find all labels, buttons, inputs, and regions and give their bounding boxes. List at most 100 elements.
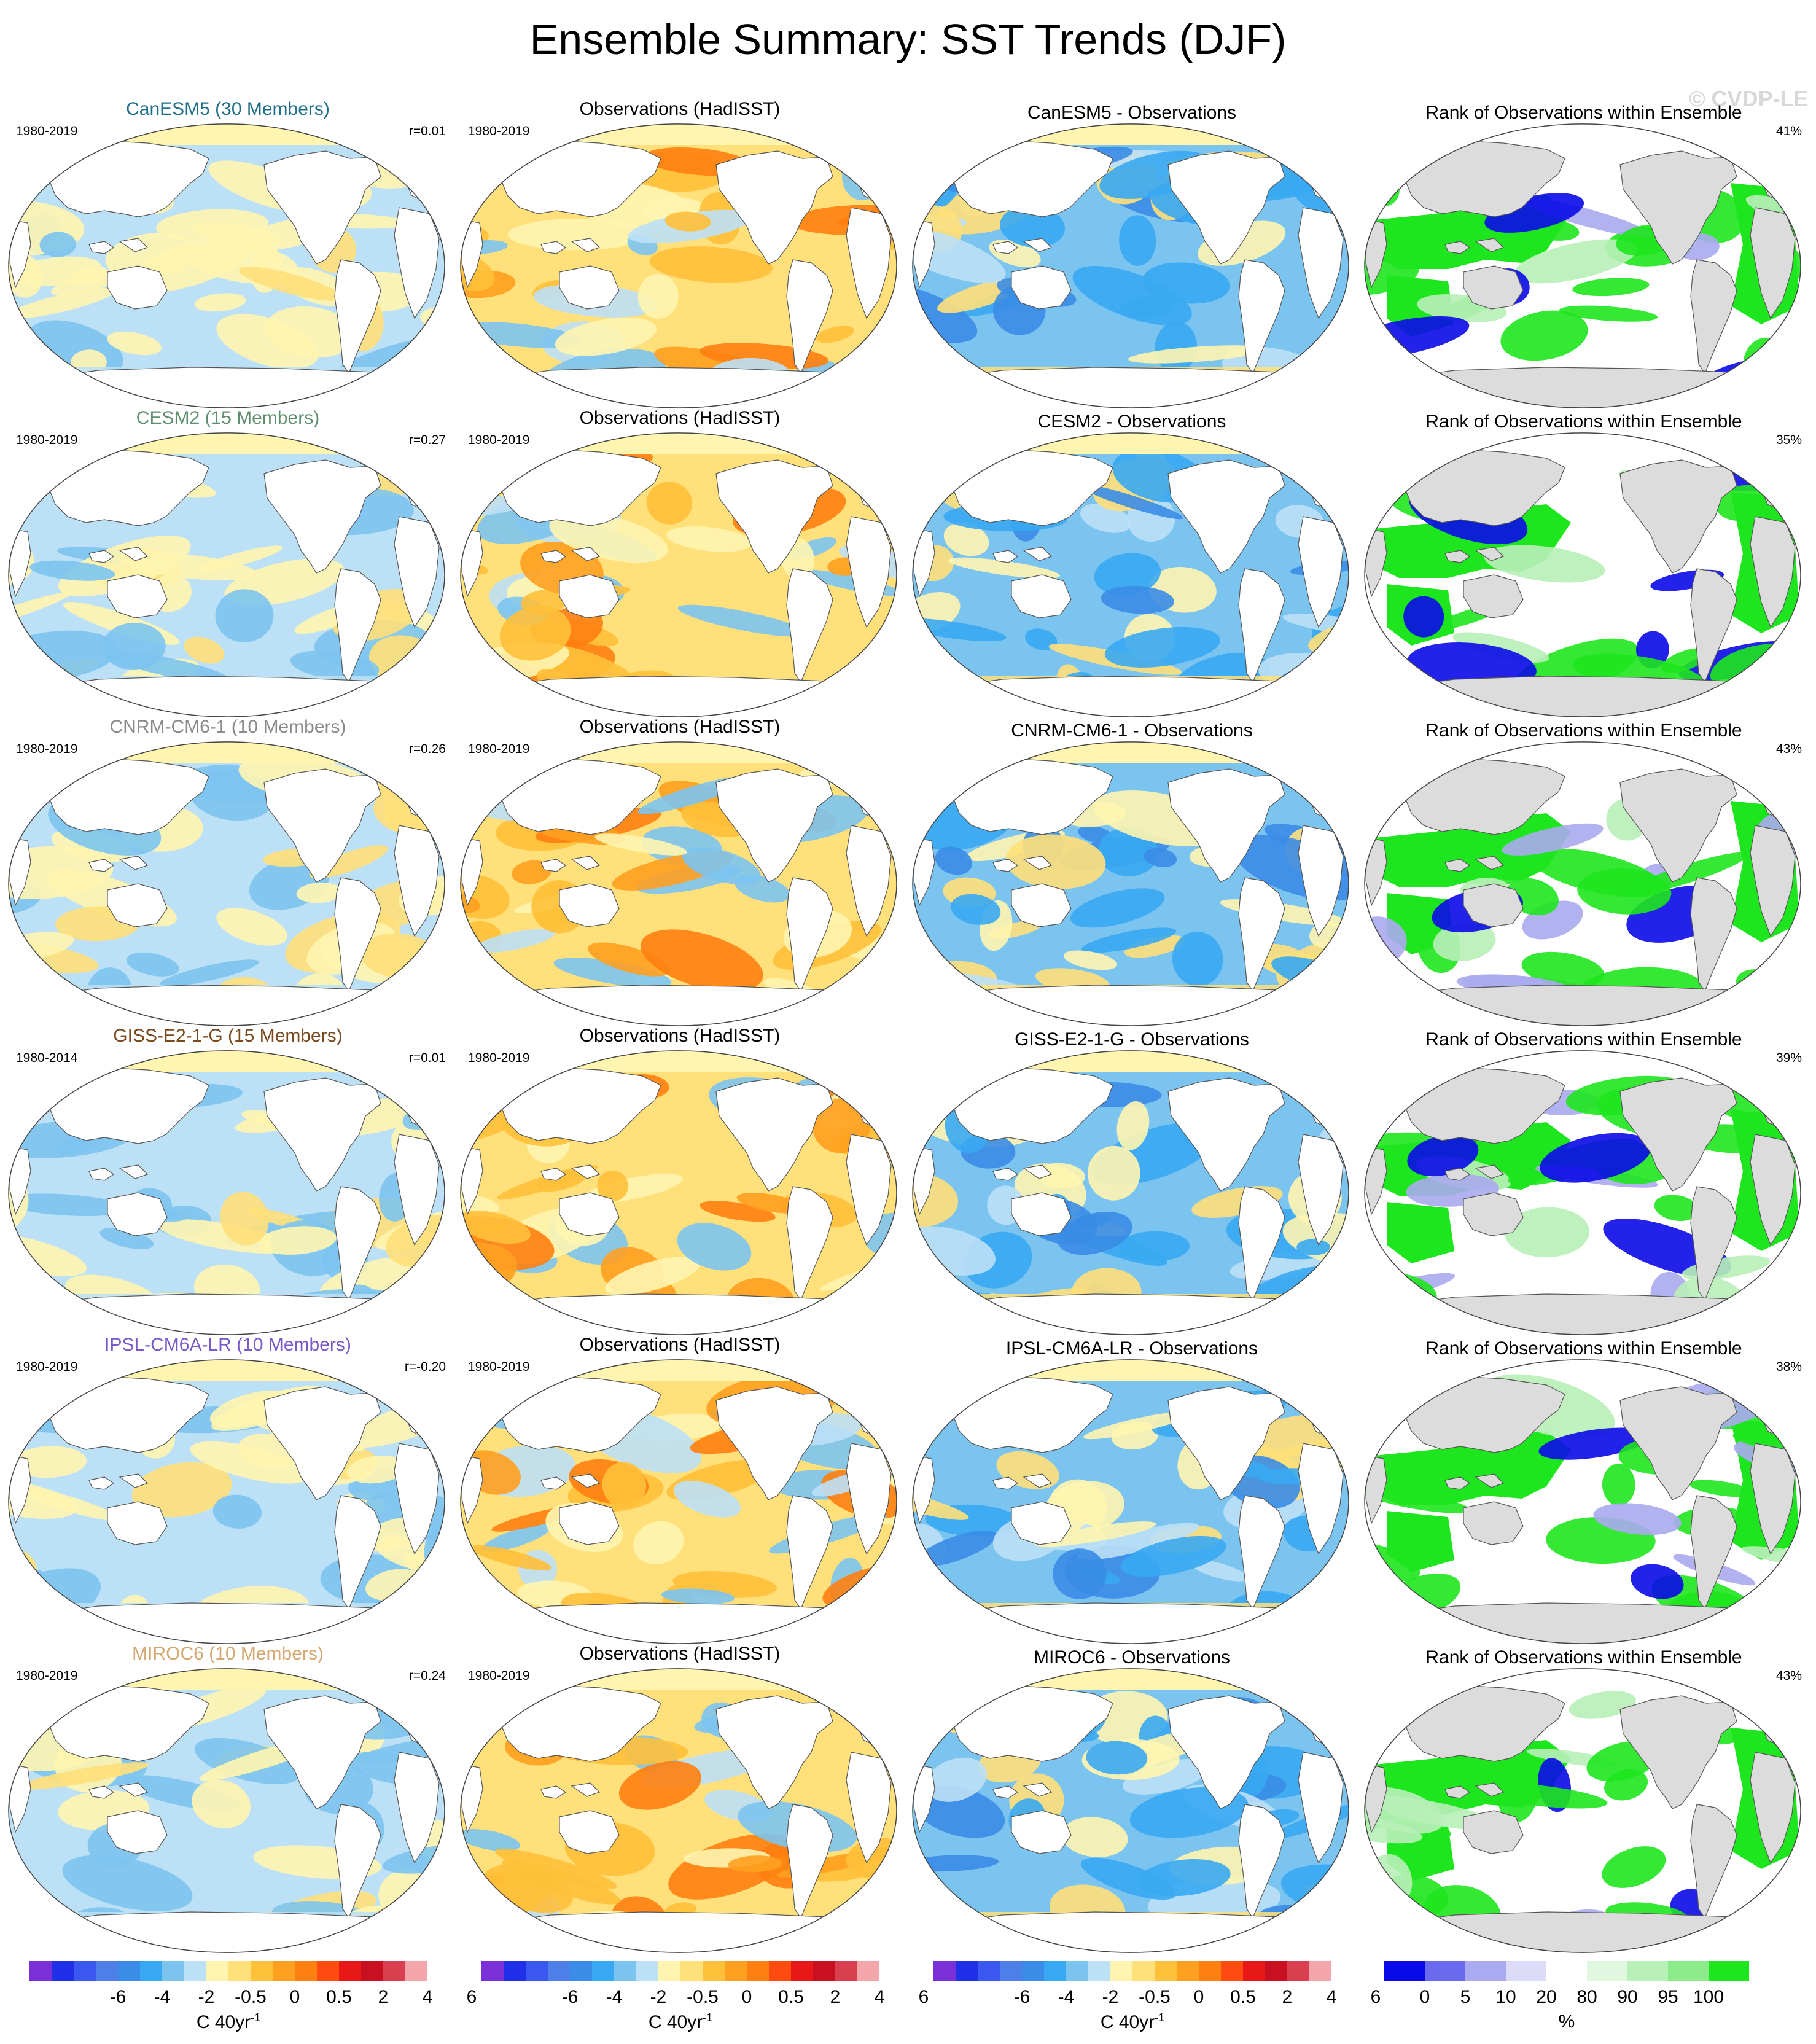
map-model: [8, 1668, 445, 1953]
colorbar-swatch: [481, 1961, 504, 1981]
colorbar-units-exponent: -1: [251, 2011, 261, 2024]
map-obs: [460, 432, 897, 717]
colorbar-swatch: [1425, 1961, 1465, 1981]
map-diff: [912, 1359, 1349, 1644]
diff-panel-title: GISS-E2-1-G - Observations: [1015, 1029, 1249, 1050]
colorbar-tick-label: -4: [1058, 1987, 1075, 2007]
colorbar-units-text: C 40yr: [1100, 2012, 1155, 2032]
panel-miroc6-obs: Observations (HadISST) 1980-2019: [456, 1643, 904, 1953]
map-rank: [1364, 741, 1801, 1026]
colorbar-tick-label: 5: [1460, 1987, 1471, 2007]
colorbar-swatch: [295, 1961, 317, 1981]
colorbar-tick-label: 6: [1370, 1987, 1381, 2007]
colorbar-swatch: [52, 1961, 74, 1981]
panel-cnrm-cm6-1-model: CNRM-CM6-1 (10 Members) 1980-2019 r=0.26: [4, 716, 452, 1026]
period-label: 1980-2019: [468, 1360, 530, 1374]
panel-canesm5-model: CanESM5 (30 Members) 1980-2019 r=0.01: [4, 98, 452, 408]
period-label: 1980-2019: [468, 742, 530, 756]
panel-ipsl-cm6a-lr-obs: Observations (HadISST) 1980-2019: [456, 1334, 904, 1644]
diff-panel-title: CNRM-CM6-1 - Observations: [1011, 720, 1253, 741]
rank-panel-title: Rank of Observations within Ensemble: [1425, 103, 1742, 123]
colorbar-tick-label: -2: [650, 1987, 667, 2007]
colorbar-swatch: [383, 1961, 405, 1981]
panel-miroc6-rank: Rank of Observations within Ensemble 43%: [1360, 1643, 1808, 1953]
colorbar-swatch: [504, 1961, 526, 1981]
panel-miroc6-model: MIROC6 (10 Members) 1980-2019 r=0.24: [4, 1643, 452, 1953]
colorbar-swatch: [956, 1961, 978, 1981]
period-label: 1980-2019: [16, 1360, 78, 1374]
colorbar-tick-label: 6: [466, 1987, 477, 2007]
map-obs: [460, 741, 897, 1026]
colorbar-tick-label: 4: [874, 1987, 885, 2007]
colorbar-tick-label: -6: [1013, 1987, 1031, 2007]
panel-giss-e2-1-g-rank: Rank of Observations within Ensemble 39%: [1360, 1025, 1808, 1335]
colorbar-swatches: [933, 1961, 1331, 1981]
period-label: 1980-2019: [468, 1051, 530, 1065]
colorbar-swatch: [1088, 1961, 1110, 1981]
colorbar-swatch: [1668, 1961, 1709, 1981]
obs-panel-title: Observations (HadISST): [579, 1026, 781, 1046]
panel-canesm5-obs: Observations (HadISST) 1980-2019: [456, 98, 904, 408]
colorbar-swatch: [1199, 1961, 1221, 1981]
colorbar-swatch: [1287, 1961, 1309, 1981]
panel-giss-e2-1-g-model: GISS-E2-1-G (15 Members) 1980-2014 r=0.01: [4, 1025, 452, 1335]
colorbar-swatch: [1243, 1961, 1265, 1981]
colorbar-tick-label: -2: [198, 1987, 215, 2007]
rank-percent-label: 43%: [1775, 1669, 1802, 1683]
map-diff: [912, 741, 1349, 1026]
colorbar-swatch: [1506, 1961, 1546, 1981]
colorbar-tick-label: 0: [1419, 1987, 1430, 2007]
pattern-correlation-label: r=0.26: [408, 742, 446, 756]
panel-ipsl-cm6a-lr-model: IPSL-CM6A-LR (10 Members) 1980-2019 r=-0.2…: [4, 1334, 452, 1644]
colorbar-swatch: [1546, 1961, 1587, 1981]
colorbar-swatch: [526, 1961, 548, 1981]
rank-colorbar: 0 5 10 20 80 90 95 100%: [1384, 1961, 1783, 2041]
colorbar-tick-label: -6: [109, 1987, 127, 2007]
trend-colorbar: -6 -4 -2 -0.5 0 0.5 2 4 6 C 40yr-1: [481, 1961, 929, 2041]
colorbar-swatches: [1384, 1961, 1749, 1981]
colorbar-tick-label: 0: [289, 1987, 300, 2007]
colorbar-swatch: [206, 1961, 228, 1981]
pattern-correlation-label: r=-0.20: [404, 1360, 446, 1374]
colorbar-tick-label: 0.5: [326, 1987, 352, 2007]
colorbar-swatch: [1132, 1961, 1155, 1981]
rank-panel-title: Rank of Observations within Ensemble: [1425, 1029, 1742, 1050]
colorbar-tick-label: -4: [154, 1987, 171, 2007]
colorbar-swatch: [118, 1961, 140, 1981]
obs-panel-title: Observations (HadISST): [579, 1644, 781, 1664]
colorbar-swatch: [747, 1961, 769, 1981]
colorbar-tick-label: -0.5: [235, 1987, 267, 2007]
colorbar-units-exponent: -1: [703, 2011, 713, 2024]
colorbar-swatch: [184, 1961, 206, 1981]
colorbar-swatch: [1044, 1961, 1066, 1981]
map-rank: [1364, 1359, 1801, 1644]
colorbar-swatch: [978, 1961, 1000, 1981]
period-label: 1980-2019: [16, 742, 78, 756]
colorbar-swatch: [1221, 1961, 1243, 1981]
colorbar-tick-label: 100: [1693, 1987, 1724, 2007]
diff-panel-title: MIROC6 - Observations: [1033, 1647, 1231, 1668]
map-obs: [460, 1668, 897, 1953]
map-model: [8, 1050, 445, 1335]
rank-panel-title: Rank of Observations within Ensemble: [1425, 412, 1742, 432]
map-obs: [460, 123, 897, 408]
trend-colorbar: -6 -4 -2 -0.5 0 0.5 2 4 6 C 40yr-1: [29, 1961, 477, 2041]
panel-ipsl-cm6a-lr-rank: Rank of Observations within Ensemble 38%: [1360, 1334, 1808, 1644]
period-label: 1980-2019: [468, 1669, 530, 1683]
panel-cnrm-cm6-1-diff: CNRM-CM6-1 - Observations: [908, 716, 1356, 1026]
colorbar-tick-label: 2: [1282, 1987, 1293, 2007]
map-model: [8, 123, 445, 408]
map-diff: [912, 1668, 1349, 1953]
period-label: 1980-2019: [16, 124, 78, 138]
model-panel-title: CNRM-CM6-1 (10 Members): [109, 717, 346, 737]
map-obs: [460, 1359, 897, 1644]
colorbar-tick-label: 0: [1193, 1987, 1204, 2007]
panel-cnrm-cm6-1-obs: Observations (HadISST) 1980-2019: [456, 716, 904, 1026]
rank-percent-label: 41%: [1775, 124, 1802, 138]
colorbar-swatch: [74, 1961, 96, 1981]
map-model: [8, 432, 445, 717]
colorbar-tick-label: 0.5: [778, 1987, 804, 2007]
rank-panel-title: Rank of Observations within Ensemble: [1425, 720, 1742, 741]
panel-cesm2-obs: Observations (HadISST) 1980-2019: [456, 407, 904, 717]
colorbar-swatch: [317, 1961, 339, 1981]
